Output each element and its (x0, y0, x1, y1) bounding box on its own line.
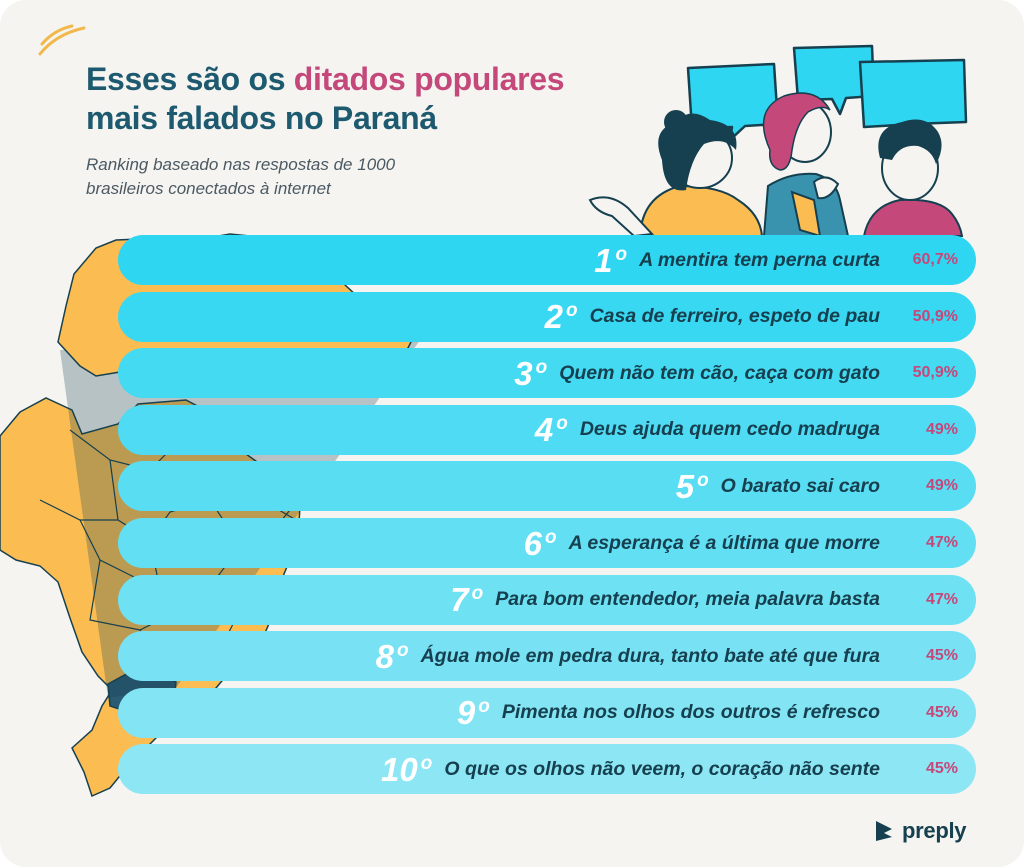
rank-ordinal: o (544, 526, 557, 548)
preply-logo: preply (874, 818, 967, 844)
ranking-row: 10 o O que os olhos não veem, o coração nã… (118, 744, 976, 795)
rank-ordinal: o (556, 413, 568, 435)
rank-digit: 4 (534, 411, 554, 449)
saying-text: Para bom entendedor, meia palavra basta (495, 588, 880, 611)
saying-text: A esperança é a última que morre (568, 531, 880, 554)
rank-number: 10 o (381, 753, 432, 786)
rank-ordinal: o (478, 696, 490, 718)
rank-ordinal: o (565, 300, 578, 322)
title-line2: mais falados no Paraná (86, 100, 437, 136)
saying-text: A mentira tem perna curta (639, 248, 880, 271)
preply-logo-icon (876, 821, 892, 841)
ranking-row: 4 o Deus ajuda quem cedo madruga 49% (118, 404, 976, 455)
saying-percentage: 49% (925, 477, 958, 495)
saying-percentage: 45% (925, 703, 958, 721)
saying-percentage: 47% (925, 590, 958, 608)
person-man-right (862, 119, 964, 237)
rank-digit: 1 (594, 241, 613, 279)
rank-ordinal: o (420, 752, 433, 774)
title-highlight: ditados populares (293, 61, 565, 97)
saying-percentage: 50,9% (912, 364, 958, 382)
rank-digit: 2 (544, 298, 563, 336)
rank-ordinal: o (697, 469, 709, 491)
subtitle-line1: Ranking baseado nas respostas de 1000 (86, 155, 396, 174)
ranking-row: 2 o Casa de ferreiro, espeto de pau 50,9% (118, 291, 976, 342)
rank-digit: 5 (675, 467, 695, 505)
subtitle: Ranking baseado nas respostas de 1000 br… (86, 153, 486, 201)
rank-ordinal: o (535, 356, 548, 378)
ranking-row: 9 o Pimenta nos olhos dos outros é refresc… (118, 687, 976, 738)
rank-digit: 10 (381, 750, 418, 788)
saying-text: O que os olhos não veem, o coração não s… (444, 757, 880, 780)
saying-percentage: 60,7% (912, 251, 958, 268)
rank-digit: 3 (514, 354, 533, 392)
saying-text: Pimenta nos olhos dos outros é refresco (501, 701, 880, 724)
brand-name: preply (902, 818, 967, 843)
rank-ordinal: o (615, 243, 628, 265)
saying-percentage: 49% (925, 420, 958, 438)
decoration-lines-icon (38, 24, 86, 56)
ranking-row: 8 o Água mole em pedra dura, tanto bate at… (118, 631, 976, 682)
rank-digit: 8 (375, 637, 394, 675)
rank-digit: 7 (450, 581, 469, 619)
saying-text: Casa de ferreiro, espeto de pau (589, 305, 880, 328)
saying-percentage: 50,9% (912, 307, 958, 325)
saying-percentage: 47% (925, 534, 958, 551)
saying-percentage: 45% (925, 760, 958, 778)
saying-text: Água mole em pedra dura, tanto bate até … (420, 644, 880, 667)
title-part1: Esses são os (86, 61, 294, 97)
rank-ordinal: o (471, 583, 484, 605)
person-woman-left (588, 110, 764, 238)
subtitle-line2: brasileiros conectados à internet (86, 179, 331, 198)
saying-percentage: 45% (925, 647, 958, 665)
page-title: Esses são os ditados populares mais falad… (86, 60, 565, 138)
saying-text: Deus ajuda quem cedo madruga (579, 418, 880, 441)
saying-text: Quem não tem cão, caça com gato (559, 361, 880, 384)
rank-digit: 6 (523, 524, 542, 562)
rank-digit: 9 (456, 694, 476, 732)
ranking-row: 3 o Quem não tem cão, caça com gato 50,9% (118, 348, 976, 399)
saying-text: O barato sai caro (720, 474, 880, 497)
rank-ordinal: o (396, 639, 409, 661)
ranking-row: 7 o Para bom entendedor, meia palavra bast… (118, 574, 976, 625)
